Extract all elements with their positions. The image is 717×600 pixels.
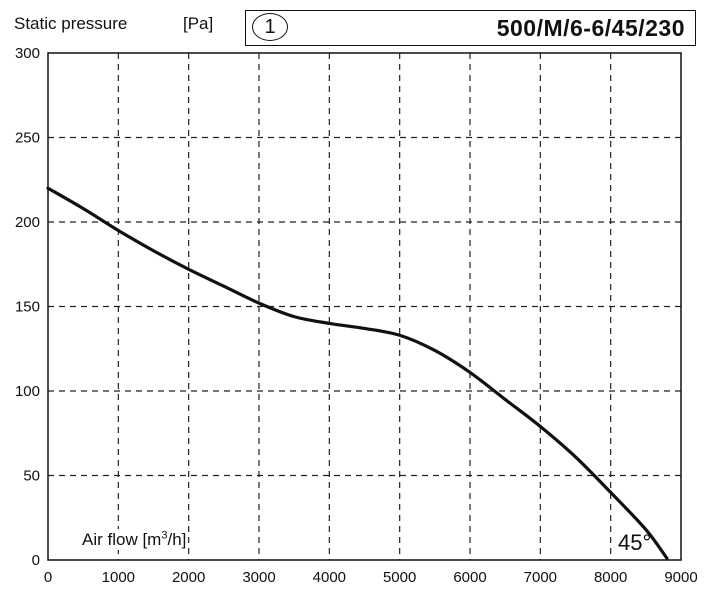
x-tick-label: 4000 bbox=[313, 569, 346, 586]
x-tick-label: 8000 bbox=[594, 569, 627, 586]
series bbox=[46, 186, 669, 560]
tick-labels: 0 1000 2000 3000 4000 5000 6000 7000 8000 9000 0 50… bbox=[15, 45, 698, 586]
x-tick-label: 1000 bbox=[102, 569, 135, 586]
pressure-curve-line bbox=[46, 186, 669, 560]
y-tick-label: 50 bbox=[23, 468, 40, 485]
y-tick-label: 200 bbox=[15, 214, 40, 231]
x-tick-label: 2000 bbox=[172, 569, 205, 586]
y-tick-label: 0 bbox=[32, 552, 40, 569]
x-tick-label: 3000 bbox=[242, 569, 275, 586]
x-tick-label: 5000 bbox=[383, 569, 416, 586]
x-axis-title: Air flow [m3/h] bbox=[80, 529, 189, 550]
model-id: 500/M/6-6/45/230 bbox=[496, 15, 685, 41]
y-tick-label: 300 bbox=[15, 45, 40, 62]
x-tick-label: 9000 bbox=[664, 569, 697, 586]
y-tick-label: 250 bbox=[15, 130, 40, 147]
x-tick-label: 6000 bbox=[453, 569, 486, 586]
model-header-box: 1 500/M/6-6/45/230 bbox=[245, 10, 696, 46]
x-tick-label: 0 bbox=[44, 569, 52, 586]
curve-number-badge: 1 bbox=[252, 13, 288, 41]
y-tick-label: 150 bbox=[15, 299, 40, 316]
unit-label: [Pa] bbox=[183, 14, 214, 33]
grid bbox=[48, 53, 681, 560]
x-axis-title-text: Air flow [m3/h] bbox=[82, 529, 187, 549]
x-tick-label: 7000 bbox=[524, 569, 557, 586]
blade-angle-label: 45° bbox=[618, 530, 652, 555]
y-tick-label: 100 bbox=[15, 383, 40, 400]
y-axis-title: Static pressure bbox=[14, 14, 128, 33]
plot-frame bbox=[47, 52, 682, 561]
